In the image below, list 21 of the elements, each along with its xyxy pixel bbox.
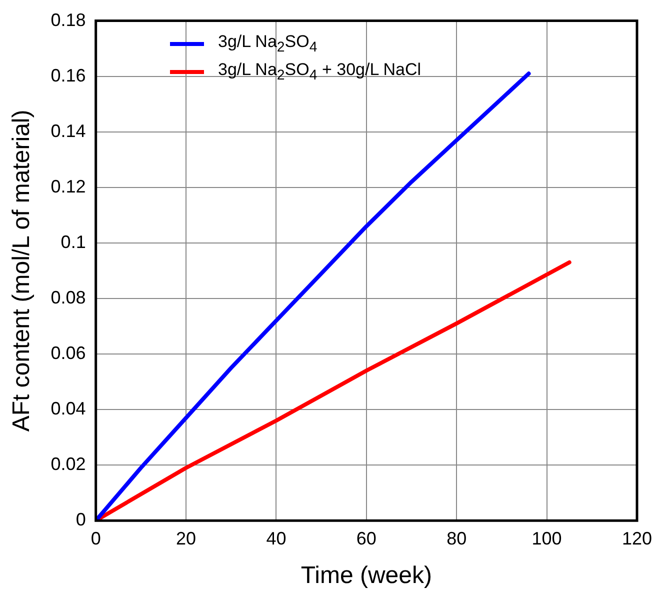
- x-tick-label: 80: [446, 528, 467, 548]
- y-tick-label: 0.08: [50, 287, 86, 308]
- legend-label: 3g/L Na$_{2}$SO$_{4}$ + 30g/L NaCl: [218, 60, 422, 84]
- y-tick-label: 0.04: [50, 398, 86, 418]
- y-tick-label: 0.18: [50, 10, 86, 30]
- x-tick-label: 0: [90, 528, 101, 548]
- x-tick-label: 100: [532, 528, 562, 548]
- y-tick-label: 0: [76, 510, 86, 530]
- y-tick-label: 0.02: [50, 454, 86, 474]
- y-tick-label: 0.12: [50, 176, 86, 196]
- y-tick-label: 0.16: [50, 65, 86, 86]
- x-axis-title: Time (week): [300, 562, 432, 590]
- x-tick-label: 60: [356, 528, 376, 548]
- y-tick-label: 0.14: [50, 120, 86, 141]
- legend-label: 3g/L Na$_{2}$SO$_{4}$: [218, 32, 318, 56]
- y-tick-label: 0.1: [60, 232, 86, 252]
- y-axis-title: AFt content (mol/L of material): [8, 110, 36, 432]
- x-tick-label: 20: [176, 528, 196, 548]
- y-tick-label: 0.06: [50, 342, 86, 363]
- x-tick-label: 120: [622, 528, 652, 548]
- x-tick-label: 40: [266, 528, 286, 548]
